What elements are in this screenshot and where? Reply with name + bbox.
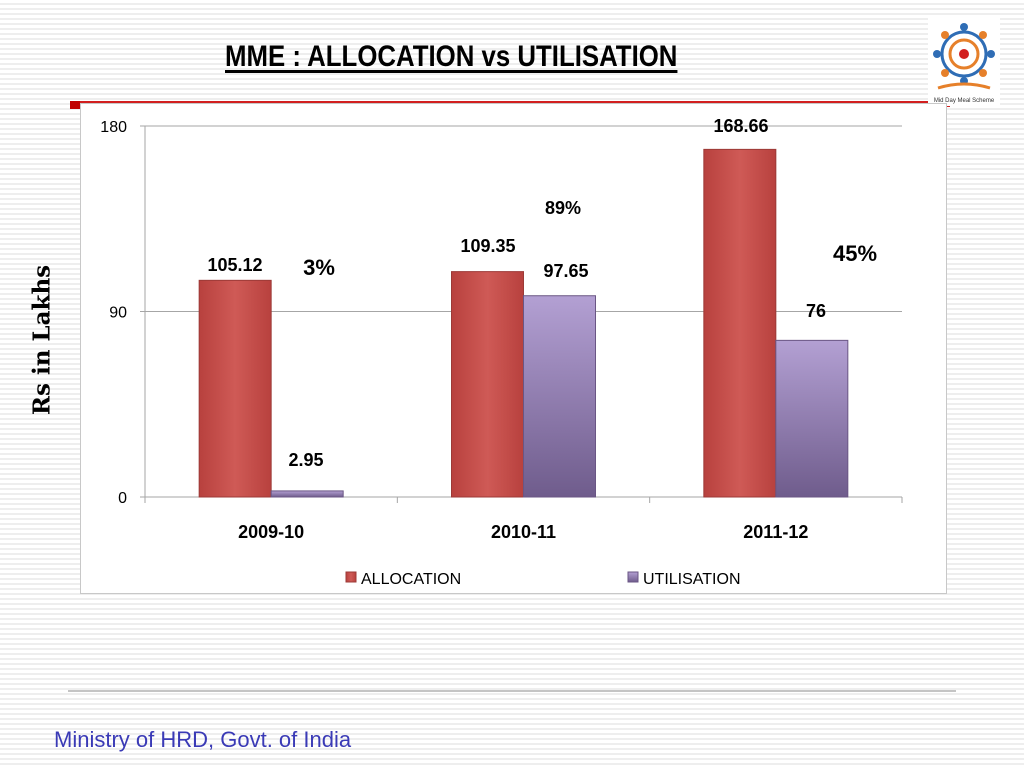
percent-annotation: 89% <box>545 198 581 218</box>
title-accent-block <box>70 101 80 109</box>
utilisation-bar <box>270 490 344 498</box>
y-tick-label: 0 <box>118 490 127 507</box>
x-tick-label: 2010-11 <box>491 522 556 542</box>
data-label: 109.35 <box>460 236 515 256</box>
data-label: 105.12 <box>207 255 262 275</box>
mid-day-meal-logo: Mid Day Meal Scheme <box>928 18 1000 106</box>
logo-caption: Mid Day Meal Scheme <box>934 98 995 104</box>
allocation-bar <box>198 279 272 498</box>
footer-divider <box>68 690 956 692</box>
legend-label-utilisation: UTILISATION <box>643 571 741 588</box>
legend-swatch-utilisation <box>627 571 639 583</box>
allocation-bar <box>451 271 524 498</box>
x-tick-label: 2009-10 <box>238 522 304 542</box>
data-label: 97.65 <box>543 261 588 281</box>
allocation-bar <box>703 148 777 498</box>
percent-annotation: 45% <box>833 241 877 266</box>
y-axis-label: Rs in Lakhs <box>28 264 56 416</box>
legend-label-allocation: ALLOCATION <box>361 571 461 588</box>
data-label: 2.95 <box>288 450 323 470</box>
footer-text: Ministry of HRD, Govt. of India <box>54 727 352 752</box>
legend-swatch-allocation <box>345 571 357 583</box>
y-tick-label: 90 <box>109 305 127 322</box>
utilisation-bar <box>523 295 596 498</box>
percent-annotation: 3% <box>303 255 335 280</box>
utilisation-bar <box>775 339 849 498</box>
x-tick-label: 2011-12 <box>743 522 808 542</box>
data-label: 168.66 <box>713 116 768 136</box>
slide-title: MME : ALLOCATION vs UTILISATION <box>225 40 678 73</box>
data-label: 76 <box>806 301 826 321</box>
y-tick-label: 180 <box>100 119 127 136</box>
